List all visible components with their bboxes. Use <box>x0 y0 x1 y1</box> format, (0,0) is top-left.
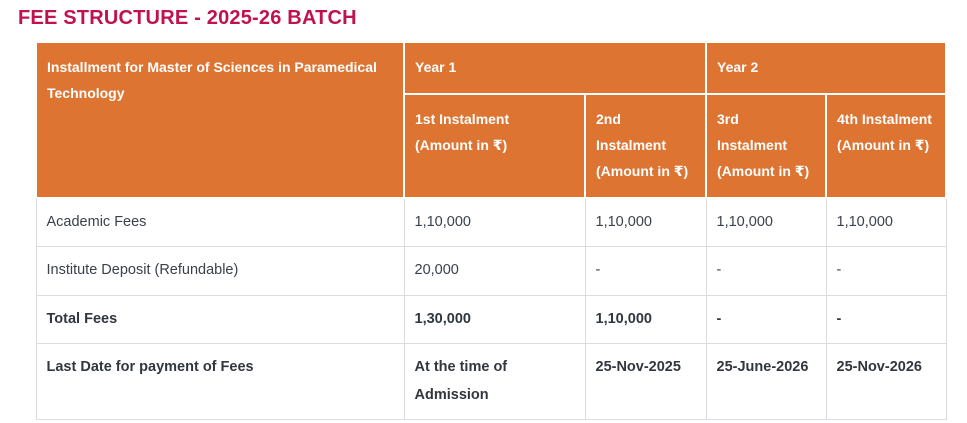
corner-header-cell: Installment for Master of Sciences in Pa… <box>35 41 405 199</box>
fee-value: 20,000 <box>403 246 586 296</box>
row-label: Academic Fees <box>35 197 405 248</box>
fee-value: - <box>705 294 827 345</box>
row-label: Last Date for payment of Fees <box>35 343 405 421</box>
row-label: Institute Deposit (Refundable) <box>35 246 405 296</box>
year-header-row: Installment for Master of Sciences in Pa… <box>35 41 948 199</box>
instalment4-header-cell: 4th Instalment (Amount in ₹) <box>825 92 948 199</box>
instalment1-header-cell: 1st Instalment (Amount in ₹) <box>403 92 586 199</box>
row-academic-fees: Academic Fees 1,10,000 1,10,000 1,10,000… <box>35 197 947 248</box>
fee-value: - <box>705 246 827 296</box>
instalment3-header-cell: 3rd Instalment (Amount in ₹) <box>705 92 828 199</box>
fee-value: - <box>825 246 947 296</box>
table-body: Academic Fees 1,10,000 1,10,000 1,10,000… <box>35 197 947 421</box>
year2-header-cell: Year 2 <box>705 41 948 95</box>
fee-structure-table: Installment for Master of Sciences in Pa… <box>35 41 948 421</box>
row-total-fees: Total Fees 1,30,000 1,10,000 - - <box>35 294 947 345</box>
fee-value: 1,10,000 <box>705 197 827 248</box>
fee-value: 1,10,000 <box>825 197 947 248</box>
fee-value: 25-Nov-2026 <box>825 343 947 421</box>
fee-value: 25-Nov-2025 <box>584 343 707 421</box>
row-label: Total Fees <box>35 294 405 345</box>
fee-value: 1,30,000 <box>403 294 586 345</box>
row-institute-deposit: Institute Deposit (Refundable) 20,000 - … <box>35 246 947 296</box>
fee-value: - <box>584 246 707 296</box>
year1-header-cell: Year 1 <box>402 41 708 95</box>
page-title: FEE STRUCTURE - 2025-26 BATCH <box>18 7 357 29</box>
fee-value: 1,10,000 <box>403 197 586 248</box>
fee-value: 1,10,000 <box>584 197 707 248</box>
fee-value: At the time of Admission <box>403 343 586 421</box>
fee-value: - <box>825 294 947 345</box>
instalment-header-row: 1st Instalment (Amount in ₹) 2nd Instalm… <box>36 92 948 199</box>
instalment2-header-cell: 2nd Instalment (Amount in ₹) <box>583 92 708 199</box>
fee-value: 1,10,000 <box>584 294 707 345</box>
table-header: Installment for Master of Sciences in Pa… <box>35 41 948 199</box>
row-last-date: Last Date for payment of Fees At the tim… <box>35 343 947 421</box>
fee-value: 25-June-2026 <box>705 343 827 421</box>
